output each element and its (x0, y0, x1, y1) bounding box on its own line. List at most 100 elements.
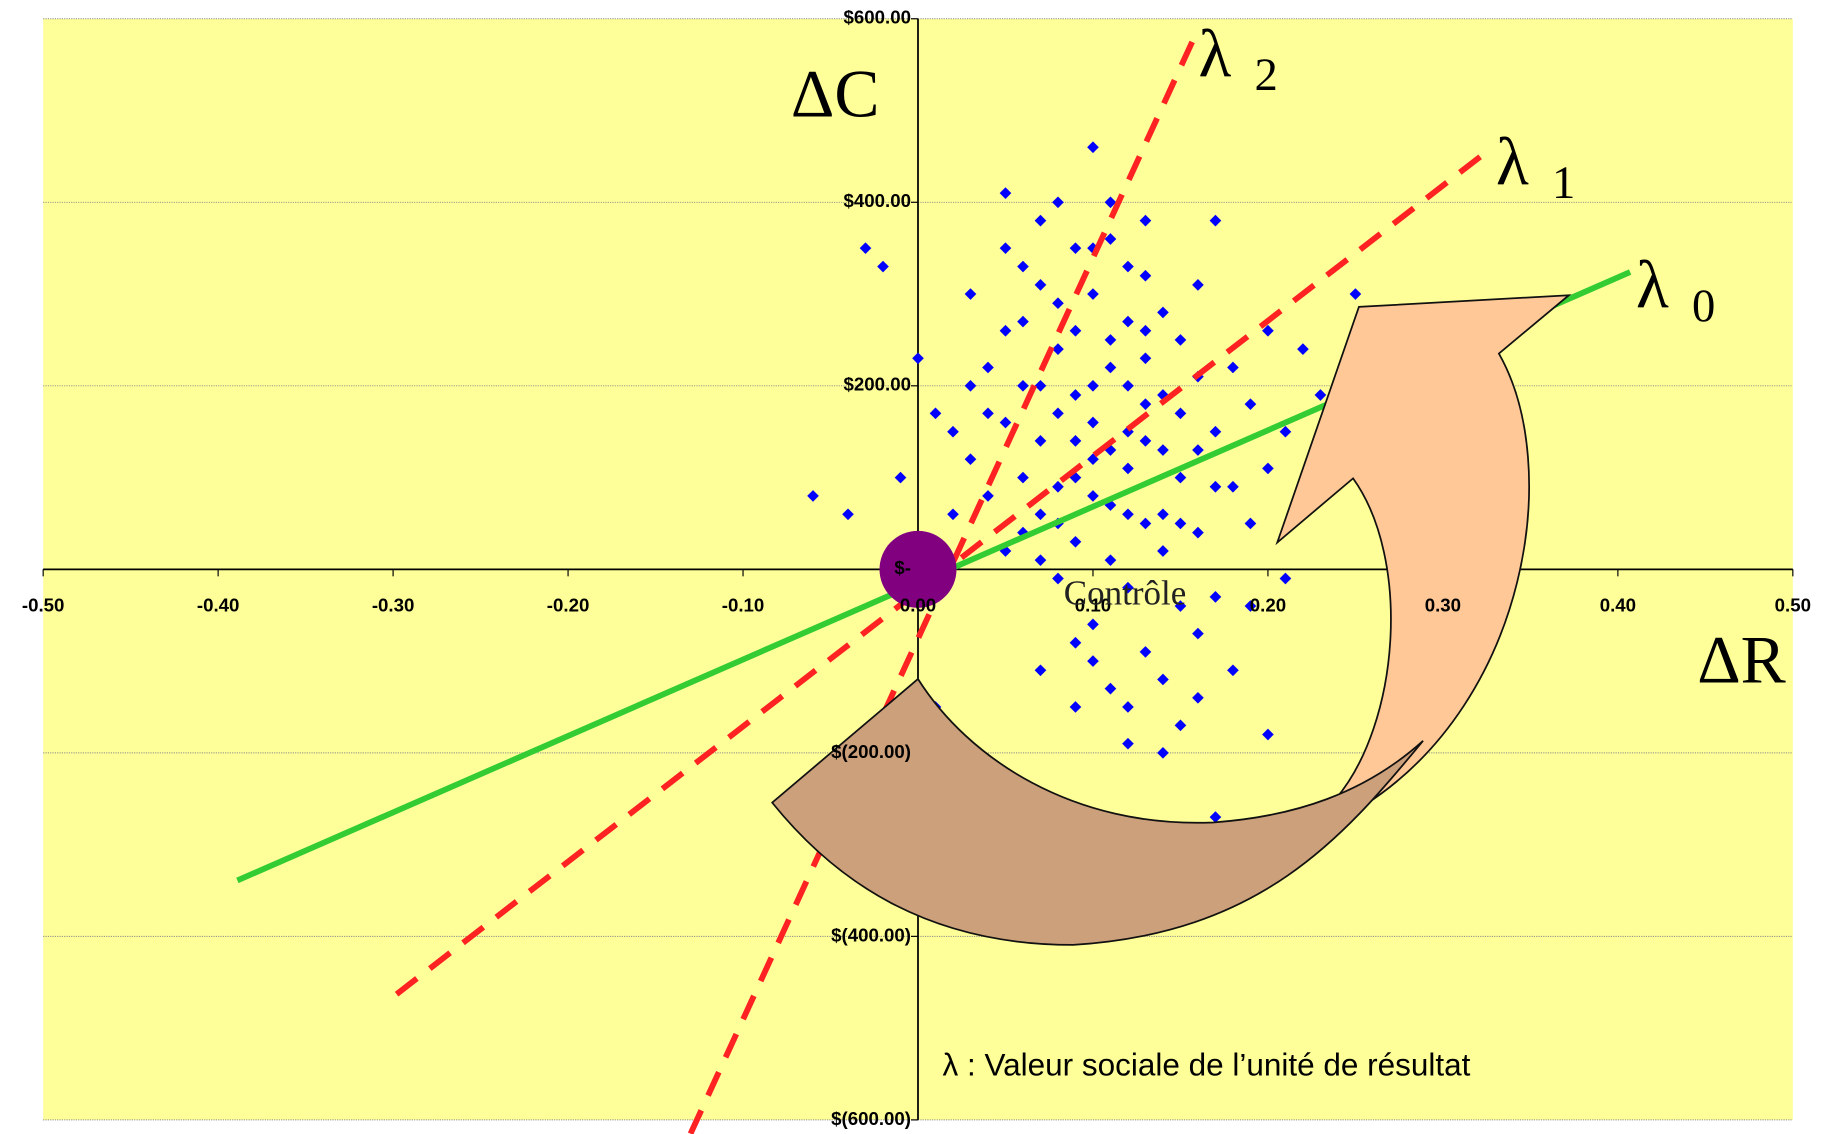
x-tick-label: -0.50 (22, 595, 65, 616)
point (1122, 701, 1134, 713)
point (894, 471, 907, 484)
point (1069, 389, 1082, 401)
x-tick-label: 0.20 (1250, 595, 1286, 616)
point (842, 508, 854, 521)
point (1157, 747, 1169, 759)
point (1052, 297, 1064, 310)
point (1034, 379, 1047, 392)
y-tick-label: $(400.00) (831, 924, 911, 945)
point (1052, 572, 1064, 585)
point (1104, 361, 1117, 374)
point (1139, 646, 1152, 658)
point (1034, 664, 1047, 677)
control-point (879, 530, 957, 608)
point (1104, 554, 1117, 566)
point (1122, 260, 1134, 273)
point (1139, 517, 1152, 530)
y-tick-label: $200.00 (844, 374, 911, 395)
point (1209, 425, 1222, 438)
point (1192, 627, 1204, 640)
point (1087, 141, 1099, 154)
point (982, 361, 994, 374)
x-tick-label: 0.50 (1775, 595, 1811, 616)
point (1139, 324, 1152, 337)
point (1157, 444, 1169, 456)
caption: λ : Valeur sociale de l’unité de résulta… (942, 1047, 1470, 1083)
point (1139, 435, 1152, 447)
point (1244, 398, 1257, 410)
line-symbol: λ (1636, 247, 1669, 322)
point (1034, 214, 1047, 227)
point (1279, 572, 1292, 585)
point (877, 260, 889, 273)
point (1104, 444, 1117, 456)
x-tick-label: -0.20 (547, 595, 590, 616)
point (1087, 242, 1099, 255)
line-subscript: 2 (1255, 49, 1278, 101)
point (1104, 682, 1117, 695)
point (1192, 526, 1204, 539)
point (982, 490, 994, 502)
y-axis-label: ΔC (791, 57, 880, 132)
point (1034, 279, 1047, 291)
point (1227, 480, 1239, 493)
x-tick-label: 0.00 (900, 595, 936, 616)
point (929, 407, 942, 420)
point (1122, 508, 1134, 521)
point (1262, 462, 1274, 475)
point (1192, 444, 1204, 456)
point (1122, 581, 1134, 594)
point (999, 242, 1012, 255)
point (1069, 242, 1082, 255)
point (1139, 352, 1152, 365)
arrow-left (770, 677, 1424, 946)
point (982, 407, 994, 420)
point (1069, 701, 1082, 713)
point (1174, 407, 1187, 420)
line-symbol: λ (1199, 16, 1232, 91)
point (999, 324, 1012, 337)
point (1034, 435, 1047, 447)
x-tick-label: -0.10 (722, 595, 765, 616)
point (1087, 618, 1099, 631)
point (1087, 453, 1099, 466)
point (1209, 811, 1222, 823)
point (1069, 535, 1082, 548)
point (1244, 517, 1257, 530)
point (1262, 324, 1274, 337)
point (859, 242, 872, 255)
point (1017, 315, 1029, 328)
point (1227, 361, 1239, 374)
x-tick-label: -0.40 (197, 595, 240, 616)
point (1104, 499, 1117, 511)
point (1087, 288, 1099, 300)
point (1297, 343, 1309, 355)
point (999, 416, 1012, 429)
control-label: Contrôle (1064, 573, 1186, 612)
y-tick-label: $(200.00) (831, 741, 911, 762)
point (1192, 691, 1204, 704)
point (1122, 315, 1134, 328)
point (1174, 334, 1187, 346)
point (999, 187, 1012, 199)
x-axis-label: ΔR (1697, 622, 1786, 697)
point (1174, 471, 1187, 484)
point (1017, 379, 1029, 392)
point (1157, 545, 1169, 557)
point (1174, 719, 1187, 732)
point (1209, 214, 1222, 227)
point (807, 490, 819, 502)
point (1209, 480, 1222, 493)
point (1157, 306, 1169, 319)
point (1122, 462, 1134, 475)
point (1104, 233, 1117, 245)
point (1279, 425, 1292, 438)
point (1087, 655, 1099, 667)
y-tick-label: $(600.00) (831, 1108, 911, 1129)
arrow-up (1275, 294, 1572, 806)
line-subscript: 1 (1552, 157, 1575, 209)
point (1122, 737, 1134, 750)
line-symbol: λ (1496, 124, 1529, 199)
